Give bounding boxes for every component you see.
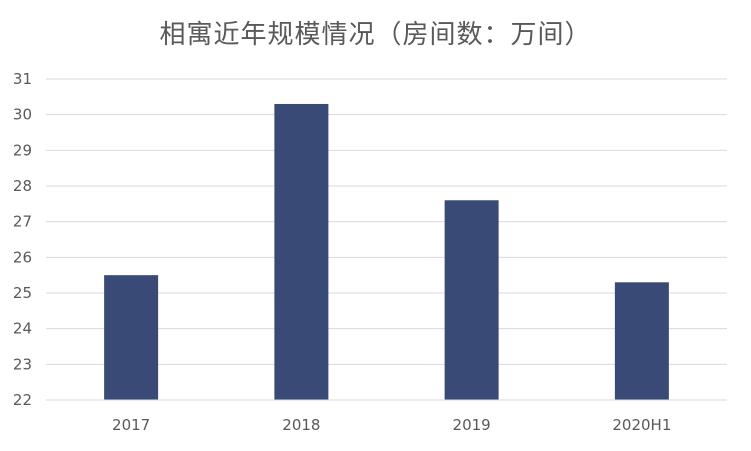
y-axis-tick-labels: 22 23 24 25 26 27 28 29 30 31 [13, 70, 32, 409]
x-category-label: 2020H1 [612, 416, 671, 434]
y-tick-label: 28 [13, 177, 32, 195]
bar-2020H1 [614, 282, 669, 400]
x-category-label: 2017 [112, 416, 150, 434]
gridlines [46, 78, 727, 401]
x-category-label: 2018 [282, 416, 320, 434]
bar-2018 [274, 103, 329, 400]
chart-title: 相寓近年规模情况（房间数：万间） [159, 20, 592, 50]
y-tick-label: 30 [13, 106, 32, 124]
bar-2019 [444, 200, 499, 400]
bar-2017 [104, 275, 159, 400]
y-tick-label: 31 [13, 70, 32, 88]
x-axis-category-labels: 2017 2018 2019 2020H1 [112, 416, 671, 434]
y-tick-label: 29 [13, 141, 32, 159]
y-tick-label: 25 [13, 284, 32, 302]
y-tick-label: 24 [13, 320, 32, 338]
y-tick-label: 26 [13, 248, 32, 266]
x-category-label: 2019 [453, 416, 491, 434]
y-tick-label: 22 [13, 391, 32, 409]
y-tick-label: 23 [13, 355, 32, 373]
y-tick-label: 27 [13, 213, 32, 231]
bars [104, 103, 669, 400]
